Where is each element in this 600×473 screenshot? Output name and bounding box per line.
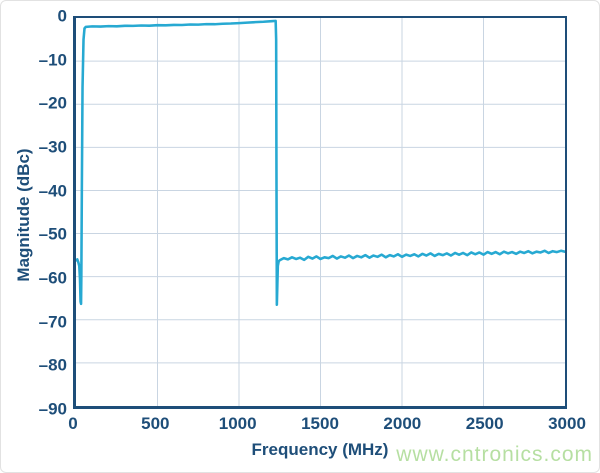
y-tick-label: –30 <box>38 137 67 157</box>
x-tick-label: 1000 <box>218 414 257 433</box>
x-tick-label: 0 <box>68 414 78 433</box>
x-tick-label: 2000 <box>383 414 422 433</box>
y-tick-label: –60 <box>38 268 67 288</box>
y-tick-label: 0 <box>57 6 67 26</box>
plot-svg <box>76 18 565 406</box>
magnitude-trace <box>76 19 565 306</box>
x-tick-label: 1500 <box>301 414 339 433</box>
x-tick-label: 500 <box>141 414 170 433</box>
x-tick-label: 3000 <box>548 414 586 433</box>
y-tick-label: –10 <box>38 50 67 70</box>
x-axis-title: Frequency (MHz) <box>251 440 389 459</box>
y-tick-label: –50 <box>38 224 67 244</box>
y-tick-label: –20 <box>38 93 67 113</box>
watermark-text: www.cntronics.com <box>396 443 593 466</box>
x-tick-label: 2500 <box>465 414 504 433</box>
y-tick-label: –80 <box>38 355 67 375</box>
y-tick-label: –90 <box>38 399 67 419</box>
y-tick-label: –70 <box>38 312 67 332</box>
plot-area <box>73 16 567 409</box>
y-tick-label: –40 <box>38 181 67 201</box>
